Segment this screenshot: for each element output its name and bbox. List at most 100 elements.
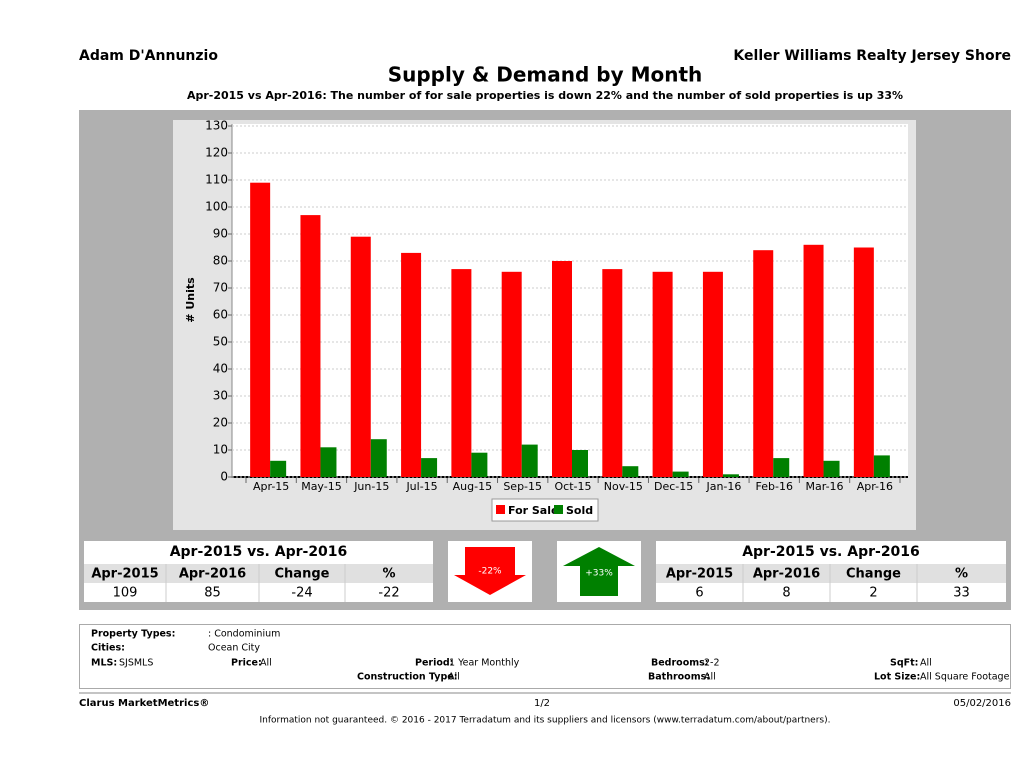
column-header: Apr-2015 bbox=[666, 567, 733, 582]
legend-label: For Sale bbox=[508, 504, 558, 517]
y-axis-label: # Units bbox=[184, 277, 197, 323]
bar bbox=[853, 247, 874, 477]
y-tick-label: 90 bbox=[213, 227, 228, 241]
legend-label: Sold bbox=[566, 504, 593, 517]
bar bbox=[672, 471, 689, 477]
x-tick-label: Aug-15 bbox=[453, 480, 492, 493]
filter-label: Lot Size: bbox=[874, 672, 920, 683]
bar bbox=[320, 447, 337, 477]
filter-label: Bathrooms: bbox=[648, 672, 710, 683]
bar bbox=[300, 215, 321, 477]
table-cell: 33 bbox=[953, 586, 970, 601]
column-header: % bbox=[382, 567, 395, 582]
filter-label: Bedrooms: bbox=[651, 658, 709, 669]
bar bbox=[722, 474, 739, 477]
bar bbox=[572, 450, 588, 477]
bar bbox=[873, 455, 890, 477]
chart-subtitle: Apr-2015 vs Apr-2016: The number of for … bbox=[187, 89, 903, 102]
y-tick-label: 60 bbox=[213, 308, 228, 322]
x-tick-label: Dec-15 bbox=[654, 480, 693, 493]
y-tick-label: 110 bbox=[205, 173, 228, 187]
down-arrow bbox=[454, 547, 526, 595]
y-tick-label: 130 bbox=[205, 119, 228, 133]
company: Keller Williams Realty Jersey Shore bbox=[733, 48, 1011, 64]
table-cell: 8 bbox=[782, 586, 790, 601]
page-number: 1/2 bbox=[534, 698, 550, 709]
y-tick-label: 100 bbox=[205, 200, 228, 214]
y-tick-label: 40 bbox=[213, 362, 228, 376]
filter-value: 2-2 bbox=[704, 658, 720, 669]
up-arrow bbox=[563, 547, 635, 596]
arrow-label: -22% bbox=[478, 567, 502, 577]
filter-value: All bbox=[920, 658, 932, 669]
bar bbox=[652, 271, 673, 477]
bar bbox=[602, 269, 623, 477]
bar bbox=[552, 261, 572, 477]
bar bbox=[823, 460, 840, 477]
column-header: Change bbox=[846, 567, 901, 582]
x-tick-label: Feb-16 bbox=[756, 480, 793, 493]
filter-label: Period: bbox=[415, 658, 453, 669]
x-tick-label: Apr-16 bbox=[857, 480, 893, 493]
bar bbox=[622, 466, 639, 477]
table-title: Apr-2015 vs. Apr-2016 bbox=[170, 544, 348, 560]
filter-value: All Square Footage bbox=[920, 672, 1010, 683]
filter-label: Cities: bbox=[91, 643, 125, 654]
filter-value: : Condominium bbox=[208, 629, 280, 640]
table-cell: -22 bbox=[378, 586, 399, 601]
filter-value: 1 Year Monthly bbox=[449, 658, 520, 669]
bar bbox=[521, 444, 538, 477]
filter-value: Ocean City bbox=[208, 643, 260, 654]
bar bbox=[753, 250, 774, 477]
column-header: Apr-2015 bbox=[91, 567, 158, 582]
bar bbox=[501, 271, 522, 477]
filters-box bbox=[79, 624, 1011, 689]
y-tick-label: 80 bbox=[213, 254, 228, 268]
x-tick-label: Jan-16 bbox=[705, 480, 741, 493]
column-header: Change bbox=[275, 567, 330, 582]
column-header: Apr-2016 bbox=[179, 567, 246, 582]
filter-label: MLS: bbox=[91, 658, 117, 669]
filter-label: Construction Type: bbox=[357, 672, 458, 683]
x-tick-label: Jul-15 bbox=[405, 480, 437, 493]
column-header: Apr-2016 bbox=[753, 567, 820, 582]
disclaimer: Information not guaranteed. © 2016 - 201… bbox=[260, 716, 831, 726]
x-tick-label: Mar-16 bbox=[806, 480, 844, 493]
filter-value: All bbox=[704, 672, 716, 683]
bar bbox=[250, 182, 271, 477]
y-tick-label: 10 bbox=[213, 443, 228, 457]
bar bbox=[270, 460, 287, 477]
filter-value: All bbox=[260, 658, 272, 669]
y-tick-label: 30 bbox=[213, 389, 228, 403]
table-cell: 6 bbox=[695, 586, 703, 601]
x-tick-label: Jun-15 bbox=[353, 480, 389, 493]
bar bbox=[350, 236, 371, 477]
table-cell: -24 bbox=[291, 586, 312, 601]
x-tick-label: May-15 bbox=[301, 480, 342, 493]
x-tick-label: Apr-15 bbox=[253, 480, 289, 493]
y-tick-label: 120 bbox=[205, 146, 228, 160]
y-tick-label: 70 bbox=[213, 281, 228, 295]
bar bbox=[471, 452, 488, 477]
brand: Clarus MarketMetrics® bbox=[79, 698, 209, 709]
bar bbox=[421, 458, 438, 477]
bar bbox=[773, 458, 790, 477]
bar bbox=[803, 244, 824, 477]
table-cell: 2 bbox=[869, 586, 877, 601]
table-cell: 85 bbox=[204, 586, 221, 601]
arrow-label: +33% bbox=[585, 569, 613, 579]
filter-value: All bbox=[448, 672, 460, 683]
bar bbox=[451, 269, 472, 477]
date: 05/02/2016 bbox=[953, 698, 1011, 709]
x-tick-label: Nov-15 bbox=[604, 480, 643, 493]
legend-swatch bbox=[496, 505, 505, 514]
bar bbox=[401, 252, 422, 477]
table-cell: 109 bbox=[113, 586, 138, 601]
filter-value: SJSMLS bbox=[119, 658, 153, 669]
y-tick-label: 0 bbox=[220, 470, 228, 484]
bar bbox=[370, 439, 387, 477]
legend-box bbox=[491, 498, 599, 522]
x-tick-label: Oct-15 bbox=[555, 480, 592, 493]
